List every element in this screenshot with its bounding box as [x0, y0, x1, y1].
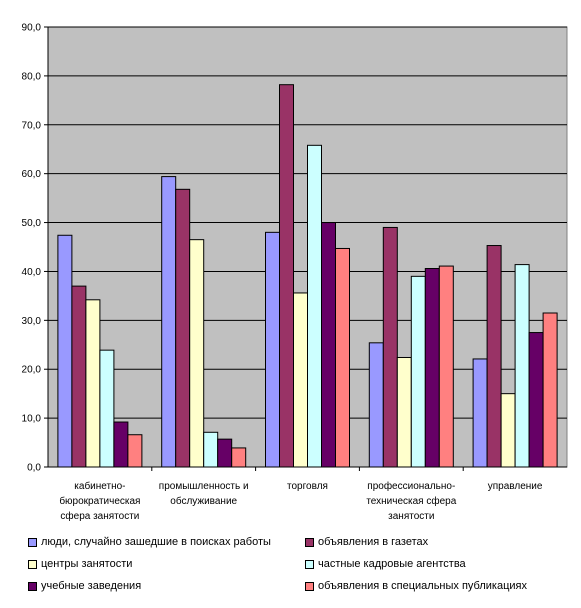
bar	[321, 222, 336, 468]
bar	[472, 358, 488, 468]
bar	[217, 438, 233, 468]
y-tick-label: 50,0	[22, 218, 42, 229]
y-tick-label: 20,0	[22, 365, 42, 376]
bar	[231, 447, 247, 468]
bar	[424, 268, 440, 468]
bar	[528, 332, 544, 468]
legend-item: частные кадровые агентства	[305, 558, 466, 570]
bar	[500, 393, 516, 468]
x-category-label: управление	[488, 481, 543, 492]
legend-label: учебные заведения	[41, 580, 142, 592]
bar	[293, 292, 308, 468]
bar	[279, 84, 294, 468]
y-tick-label: 60,0	[22, 169, 42, 180]
legend-item: объявления в специальных публикациях	[305, 580, 527, 592]
y-tick-label: 30,0	[22, 316, 42, 327]
bar	[410, 275, 426, 468]
x-axis: кабинетно-бюрократическая сфера занятости…	[48, 466, 567, 522]
legend-item: учебные заведения	[28, 580, 141, 592]
y-tick-label: 80,0	[22, 71, 42, 82]
bar	[113, 421, 129, 468]
bar	[368, 342, 384, 468]
bar	[71, 285, 87, 468]
bar	[175, 188, 191, 468]
y-tick-label: 90,0	[22, 23, 42, 34]
bar	[542, 312, 558, 468]
bar	[203, 431, 219, 468]
x-category-label: профессионально-техническая сфера занятос…	[366, 480, 456, 522]
bar	[396, 356, 412, 468]
bar	[438, 265, 454, 468]
legend: люди, случайно зашедшие в поисках работы…	[28, 536, 573, 602]
legend-swatch	[305, 559, 314, 569]
bar	[382, 226, 398, 468]
legend-swatch	[28, 581, 37, 591]
legend-swatch	[305, 581, 314, 591]
legend-label: центры занятости	[41, 558, 133, 570]
x-category-label: кабинетно-бюрократическая сфера занятости	[59, 480, 140, 522]
bar-chart: 0,010,020,030,040,050,060,070,080,090,0 …	[22, 23, 568, 522]
x-category-label: торговля	[287, 481, 328, 492]
bar	[486, 245, 502, 468]
legend-label: частные кадровые агентства	[318, 558, 466, 570]
bar	[265, 231, 280, 468]
legend-item: люди, случайно зашедшие в поисках работы	[28, 536, 271, 548]
bar	[85, 299, 101, 468]
bar	[335, 247, 350, 468]
bar	[189, 239, 205, 468]
legend-label: объявления в специальных публикациях	[318, 580, 527, 592]
legend-swatch	[305, 537, 314, 547]
y-tick-label: 40,0	[22, 267, 42, 278]
bar	[57, 234, 73, 468]
x-category-label: промышленность и обслуживание	[159, 481, 249, 507]
legend-swatch	[28, 537, 37, 547]
legend-swatch	[28, 559, 37, 569]
bar	[307, 144, 322, 468]
y-tick-label: 10,0	[22, 414, 42, 425]
legend-label: объявления в газетах	[318, 536, 429, 548]
y-tick-label: 70,0	[22, 120, 42, 131]
legend-item: центры занятости	[28, 558, 132, 570]
bars-group	[57, 84, 558, 468]
legend-label: люди, случайно зашедшие в поисках работы	[41, 536, 271, 548]
bar	[161, 176, 177, 468]
bar	[514, 264, 530, 468]
bar	[99, 349, 115, 468]
legend-item: объявления в газетах	[305, 536, 428, 548]
bar	[127, 434, 143, 468]
y-tick-label: 0,0	[27, 463, 41, 474]
y-axis: 0,0 10,0 20,0 30,0 40,0 50,0 60,0 70,0 80,0 90,0	[22, 23, 49, 474]
